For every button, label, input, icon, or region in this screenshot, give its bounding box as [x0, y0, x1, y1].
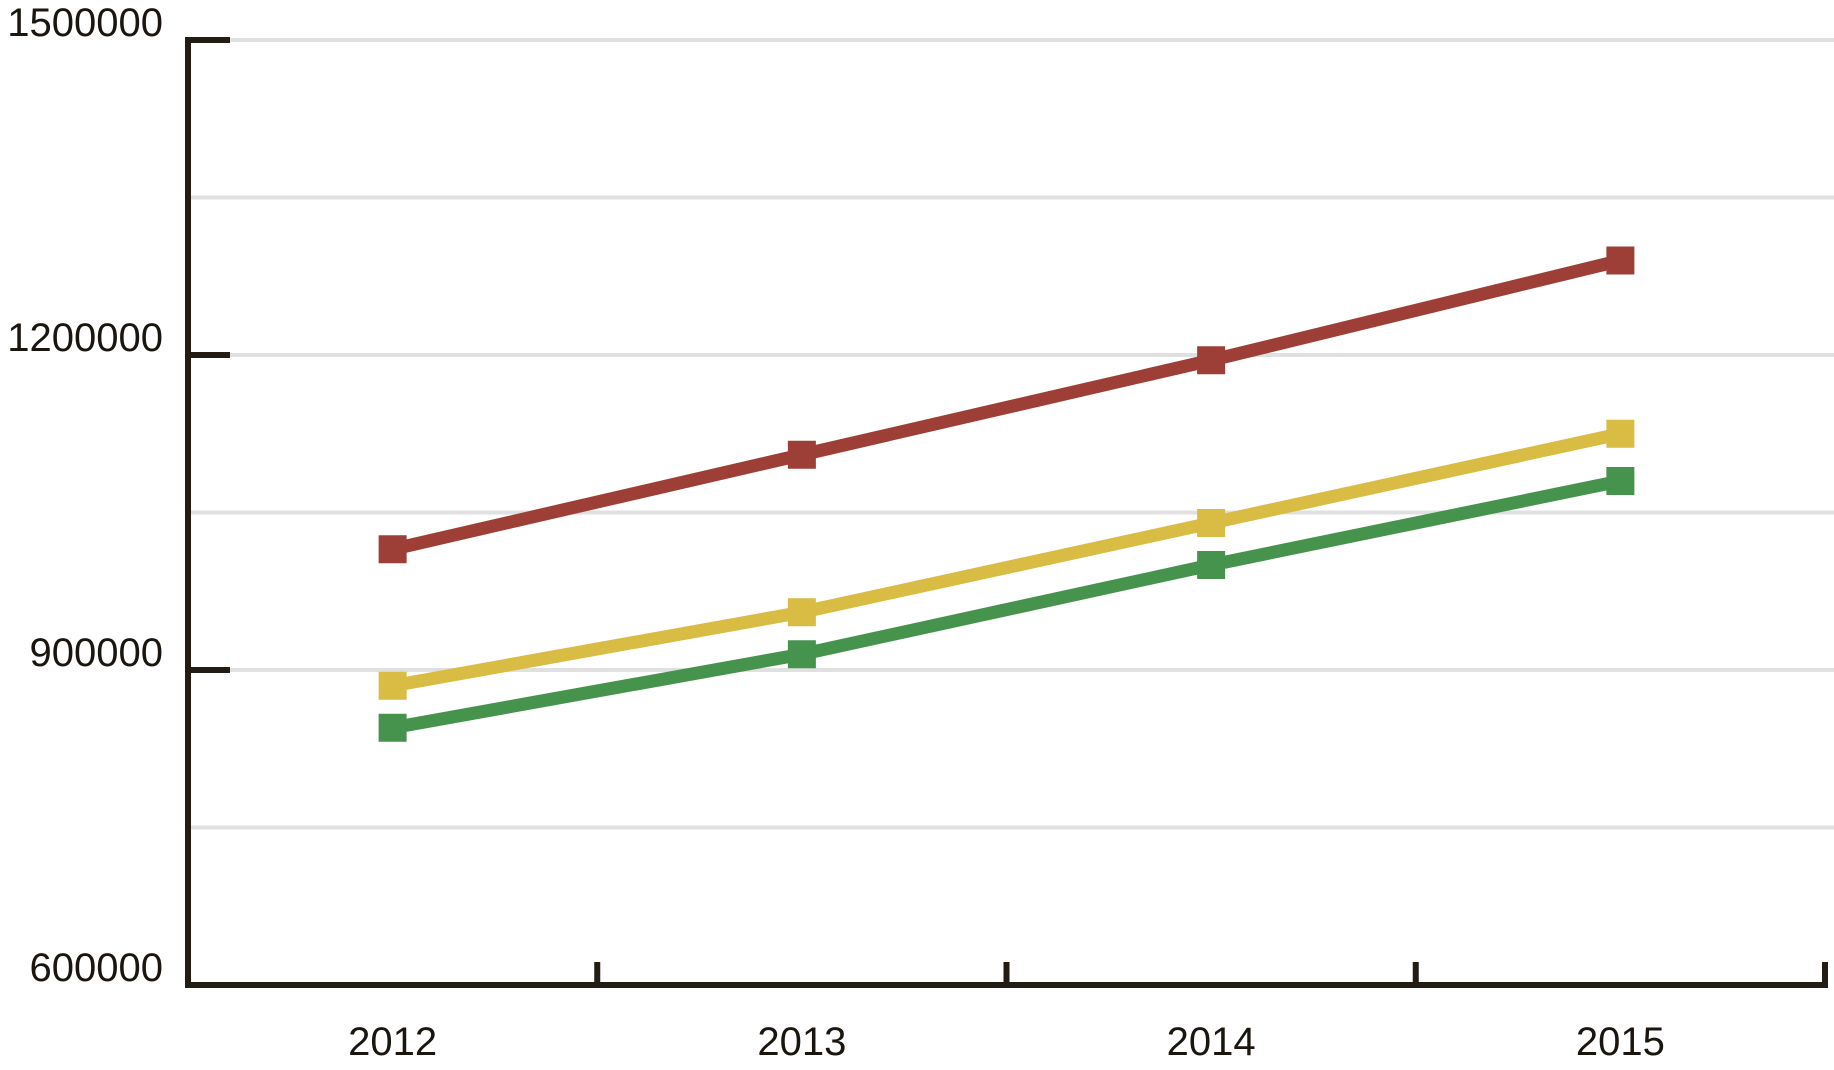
- series-line-dark-red-series: [391, 254, 1622, 556]
- x-axis-category-label: 2015: [1576, 1020, 1665, 1064]
- x-axis-category-label: 2012: [348, 1020, 437, 1064]
- marker-yellow-series-2014: [1197, 509, 1226, 537]
- marker-dark-red-series-2012: [378, 535, 407, 564]
- y-axis-tick-label: 1200000: [7, 316, 163, 360]
- y-axis-tick-label: 900000: [30, 631, 163, 675]
- x-axis-category-label: 2014: [1167, 1020, 1256, 1064]
- series-line-yellow-series: [391, 427, 1622, 693]
- series-line-green-series: [391, 474, 1622, 735]
- marker-dark-red-series-2013: [787, 440, 816, 469]
- marker-green-series-2012: [378, 713, 407, 742]
- y-axis-tick-label: 1500000: [7, 1, 163, 45]
- marker-yellow-series-2012: [378, 671, 407, 700]
- marker-green-series-2014: [1197, 551, 1226, 579]
- marker-yellow-series-2013: [787, 598, 816, 627]
- x-axis-category-label: 2013: [757, 1020, 846, 1064]
- y-axis-tick-label: 600000: [30, 946, 163, 990]
- marker-dark-red-series-2015: [1606, 246, 1635, 275]
- marker-green-series-2013: [787, 640, 816, 669]
- marker-yellow-series-2015: [1606, 419, 1635, 448]
- marker-green-series-2015: [1606, 467, 1635, 495]
- marker-dark-red-series-2014: [1197, 346, 1226, 375]
